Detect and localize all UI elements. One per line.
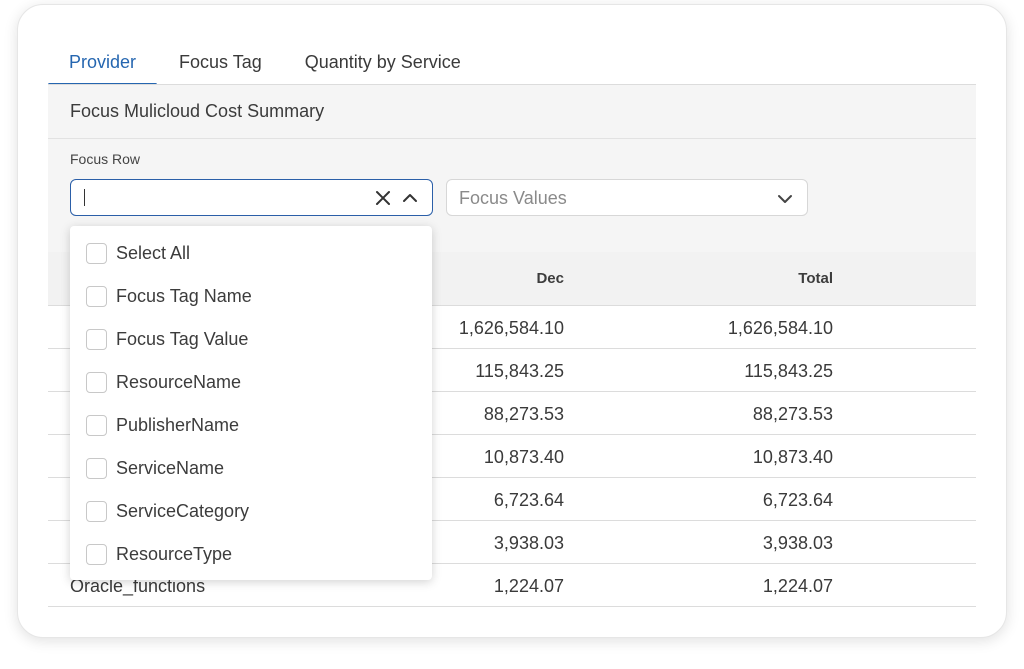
checkbox[interactable]	[86, 371, 107, 393]
menu-option-label: Select All	[116, 242, 191, 263]
row-total-value: 1,626,584.10	[727, 318, 833, 338]
menu-option-label: ResourceType	[116, 543, 233, 564]
text-cursor	[84, 189, 85, 206]
row-total-value: 3,938.03	[762, 533, 833, 553]
close-icon[interactable]	[374, 189, 392, 207]
menu-option-resource-type[interactable]: ResourceType	[86, 542, 232, 566]
table-row: 10,873.40 10,873.40	[48, 435, 976, 478]
row-total-value: 88,273.53	[752, 404, 833, 424]
row-dec-value: 3,938.03	[493, 533, 564, 553]
checkbox[interactable]	[86, 242, 107, 264]
column-header-total[interactable]: Total	[798, 270, 833, 287]
filter-panel: Focus Mulicloud Cost Summary Focus Row F…	[48, 84, 976, 252]
tab-focus-tag[interactable]: Focus Tag	[179, 51, 262, 72]
menu-option-label: ServiceCategory	[116, 500, 250, 521]
row-dec-value: 115,843.25	[475, 361, 564, 381]
menu-option-focus-tag-name[interactable]: Focus Tag Name	[86, 284, 252, 308]
menu-option-label: ServiceName	[116, 457, 225, 478]
checkbox[interactable]	[86, 285, 107, 307]
row-name: Oracle_functions	[70, 576, 206, 596]
checkbox[interactable]	[86, 328, 107, 350]
panel-title: Focus Mulicloud Cost Summary	[48, 85, 976, 139]
menu-option-resource-name[interactable]: ResourceName	[86, 370, 241, 394]
menu-option-label: Focus Tag Name	[116, 285, 252, 306]
focus-values-select[interactable]: Focus Values	[446, 179, 808, 216]
focus-row-select[interactable]	[70, 179, 433, 216]
tab-provider[interactable]: Provider	[48, 40, 158, 86]
table-row: 6,723.64 6,723.64	[48, 478, 976, 521]
menu-option-label: PublisherName	[116, 414, 240, 435]
row-dec-value: 6,723.64	[493, 490, 564, 510]
row-dec-value: 1,224.07	[493, 576, 564, 596]
menu-option-service-name[interactable]: ServiceName	[86, 456, 224, 480]
row-total-value: 1,224.07	[762, 576, 833, 596]
menu-option-service-category[interactable]: ServiceCategory	[86, 499, 249, 523]
menu-option-publisher-name[interactable]: PublisherName	[86, 413, 239, 437]
tab-quantity-by-service[interactable]: Quantity by Service	[304, 51, 461, 72]
menu-option-select-all[interactable]: Select All	[86, 241, 190, 265]
checkbox[interactable]	[86, 500, 107, 522]
row-dec-value: 1,626,584.10	[458, 318, 564, 338]
table-row: Oracle_functions 1,224.07 1,224.07	[48, 564, 976, 607]
row-total-value: 10,873.40	[752, 447, 833, 467]
chevron-down-icon	[778, 195, 792, 203]
row-dec-value: 88,273.53	[483, 404, 564, 424]
row-total-value: 115,843.25	[744, 361, 833, 381]
table-row: 115,843.25 115,843.25	[48, 349, 976, 392]
row-total-value: 6,723.64	[762, 490, 833, 510]
row-dec-value: 10,873.40	[483, 447, 564, 467]
column-header-dec[interactable]: Dec	[536, 270, 564, 287]
table-row: 3,938.03 3,938.03	[48, 521, 976, 564]
tab-bar: Provider Focus Tag Quantity by Service	[48, 40, 482, 86]
focus-row-label: Focus Row	[70, 151, 141, 167]
menu-option-label: ResourceName	[116, 371, 242, 392]
checkbox[interactable]	[86, 457, 107, 479]
menu-option-label: Focus Tag Value	[116, 328, 249, 349]
table-row: 88,273.53 88,273.53	[48, 392, 976, 435]
focus-values-placeholder: Focus Values	[459, 188, 567, 208]
focus-row-dropdown-menu: Select All Focus Tag Name Focus Tag Valu…	[70, 226, 432, 580]
chevron-up-icon[interactable]	[402, 190, 418, 206]
checkbox[interactable]	[86, 543, 107, 565]
checkbox[interactable]	[86, 414, 107, 436]
table-row: 1,626,584.10 1,626,584.10	[48, 306, 976, 349]
menu-option-focus-tag-value[interactable]: Focus Tag Value	[86, 327, 248, 351]
